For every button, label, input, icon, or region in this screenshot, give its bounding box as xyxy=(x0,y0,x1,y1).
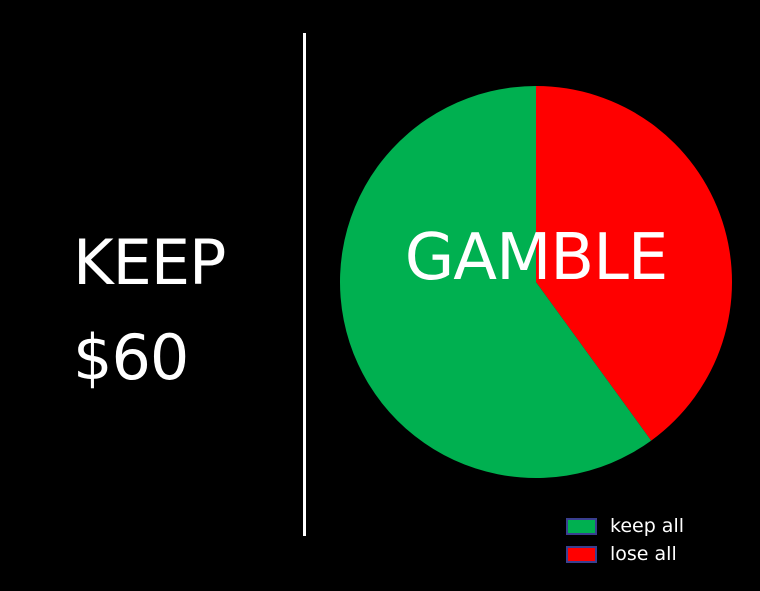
keep-label: KEEP xyxy=(73,226,226,299)
pie-slice-keep-all xyxy=(339,86,652,478)
keep-option-panel[interactable]: KEEP $60 xyxy=(0,0,300,591)
keep-amount: $60 xyxy=(73,321,189,394)
gamble-label: GAMBLE xyxy=(404,221,669,295)
option-divider xyxy=(303,33,306,536)
gamble-pie-chart[interactable] xyxy=(330,76,743,489)
chart-legend: keep all lose all xyxy=(566,512,716,568)
legend-label-lose-all: lose all xyxy=(610,543,677,565)
legend-swatch-lose-all xyxy=(566,545,597,563)
legend-label-keep-all: keep all xyxy=(610,515,685,537)
pie-slice-lose-all xyxy=(536,86,732,441)
pie-slices xyxy=(339,86,732,478)
legend-item-keep-all: keep all xyxy=(566,512,716,540)
legend-swatch-keep-all xyxy=(566,517,597,535)
legend-item-lose-all: lose all xyxy=(566,540,716,568)
